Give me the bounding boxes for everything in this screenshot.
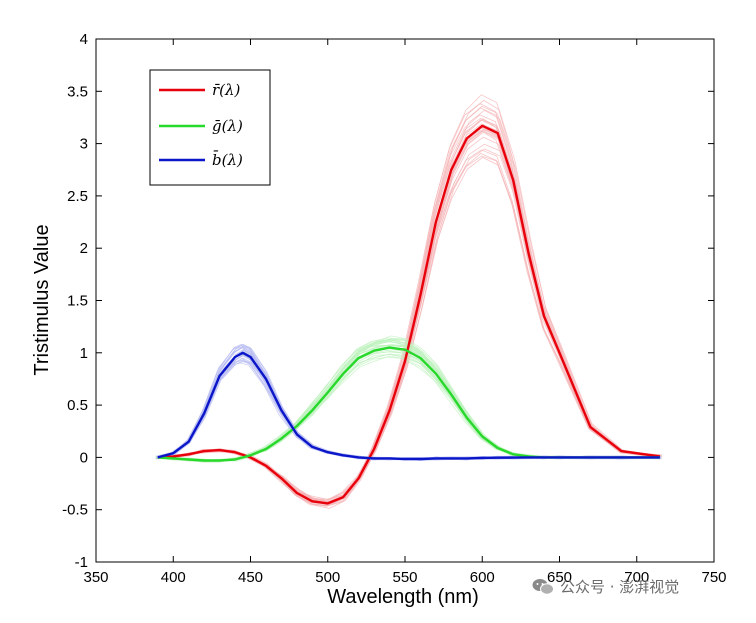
- y-tick-label: 2.5: [67, 188, 88, 205]
- y-tick-label: 3.5: [67, 83, 88, 100]
- x-tick-label: 450: [238, 569, 263, 586]
- y-tick-label: 0.5: [67, 397, 88, 414]
- y-tick-label: 2: [80, 240, 88, 257]
- x-tick-label: 500: [315, 569, 340, 586]
- y-tick-label: 1.5: [67, 293, 88, 310]
- x-tick-label: 350: [83, 569, 108, 586]
- y-tick-label: 1: [80, 345, 88, 362]
- watermark-text: 公众号 · 澎湃视觉: [560, 578, 680, 596]
- axis-ticks: 350 400 450 500 550 600 650 700 750 -1 -0.5 0 0.5 1 1.…: [62, 31, 726, 586]
- mean-curve-b: [157, 351, 660, 461]
- y-tick-label: 0: [80, 449, 88, 466]
- y-tick-label: 4: [80, 31, 88, 48]
- legend: r̄(λ) ḡ(λ) b̄(λ): [149, 69, 271, 186]
- y-axis-label: Tristimulus Value: [31, 224, 53, 375]
- y-tick-label: -0.5: [62, 502, 88, 519]
- mean-curve-r: [157, 124, 661, 505]
- legend-label-g: ḡ(λ): [212, 117, 243, 135]
- legend-label-b: b̄(λ): [212, 151, 243, 169]
- y-tick-label: -1: [75, 554, 88, 571]
- legend-label-r: r̄(λ): [212, 81, 241, 99]
- x-axis-label: Wavelength (nm): [327, 586, 479, 608]
- x-tick-label: 400: [161, 569, 186, 586]
- wechat-icon: [532, 578, 554, 596]
- y-tick-label: 3: [80, 136, 88, 153]
- x-tick-label: 650: [547, 569, 572, 586]
- mean-curves: [157, 124, 661, 505]
- watermark: 公众号 · 澎湃视觉: [532, 576, 679, 597]
- x-tick-label: 600: [470, 569, 495, 586]
- x-tick-label: 750: [701, 569, 726, 586]
- x-tick-label: 700: [624, 569, 649, 586]
- x-tick-label: 550: [392, 569, 417, 586]
- legend-box: [149, 69, 271, 186]
